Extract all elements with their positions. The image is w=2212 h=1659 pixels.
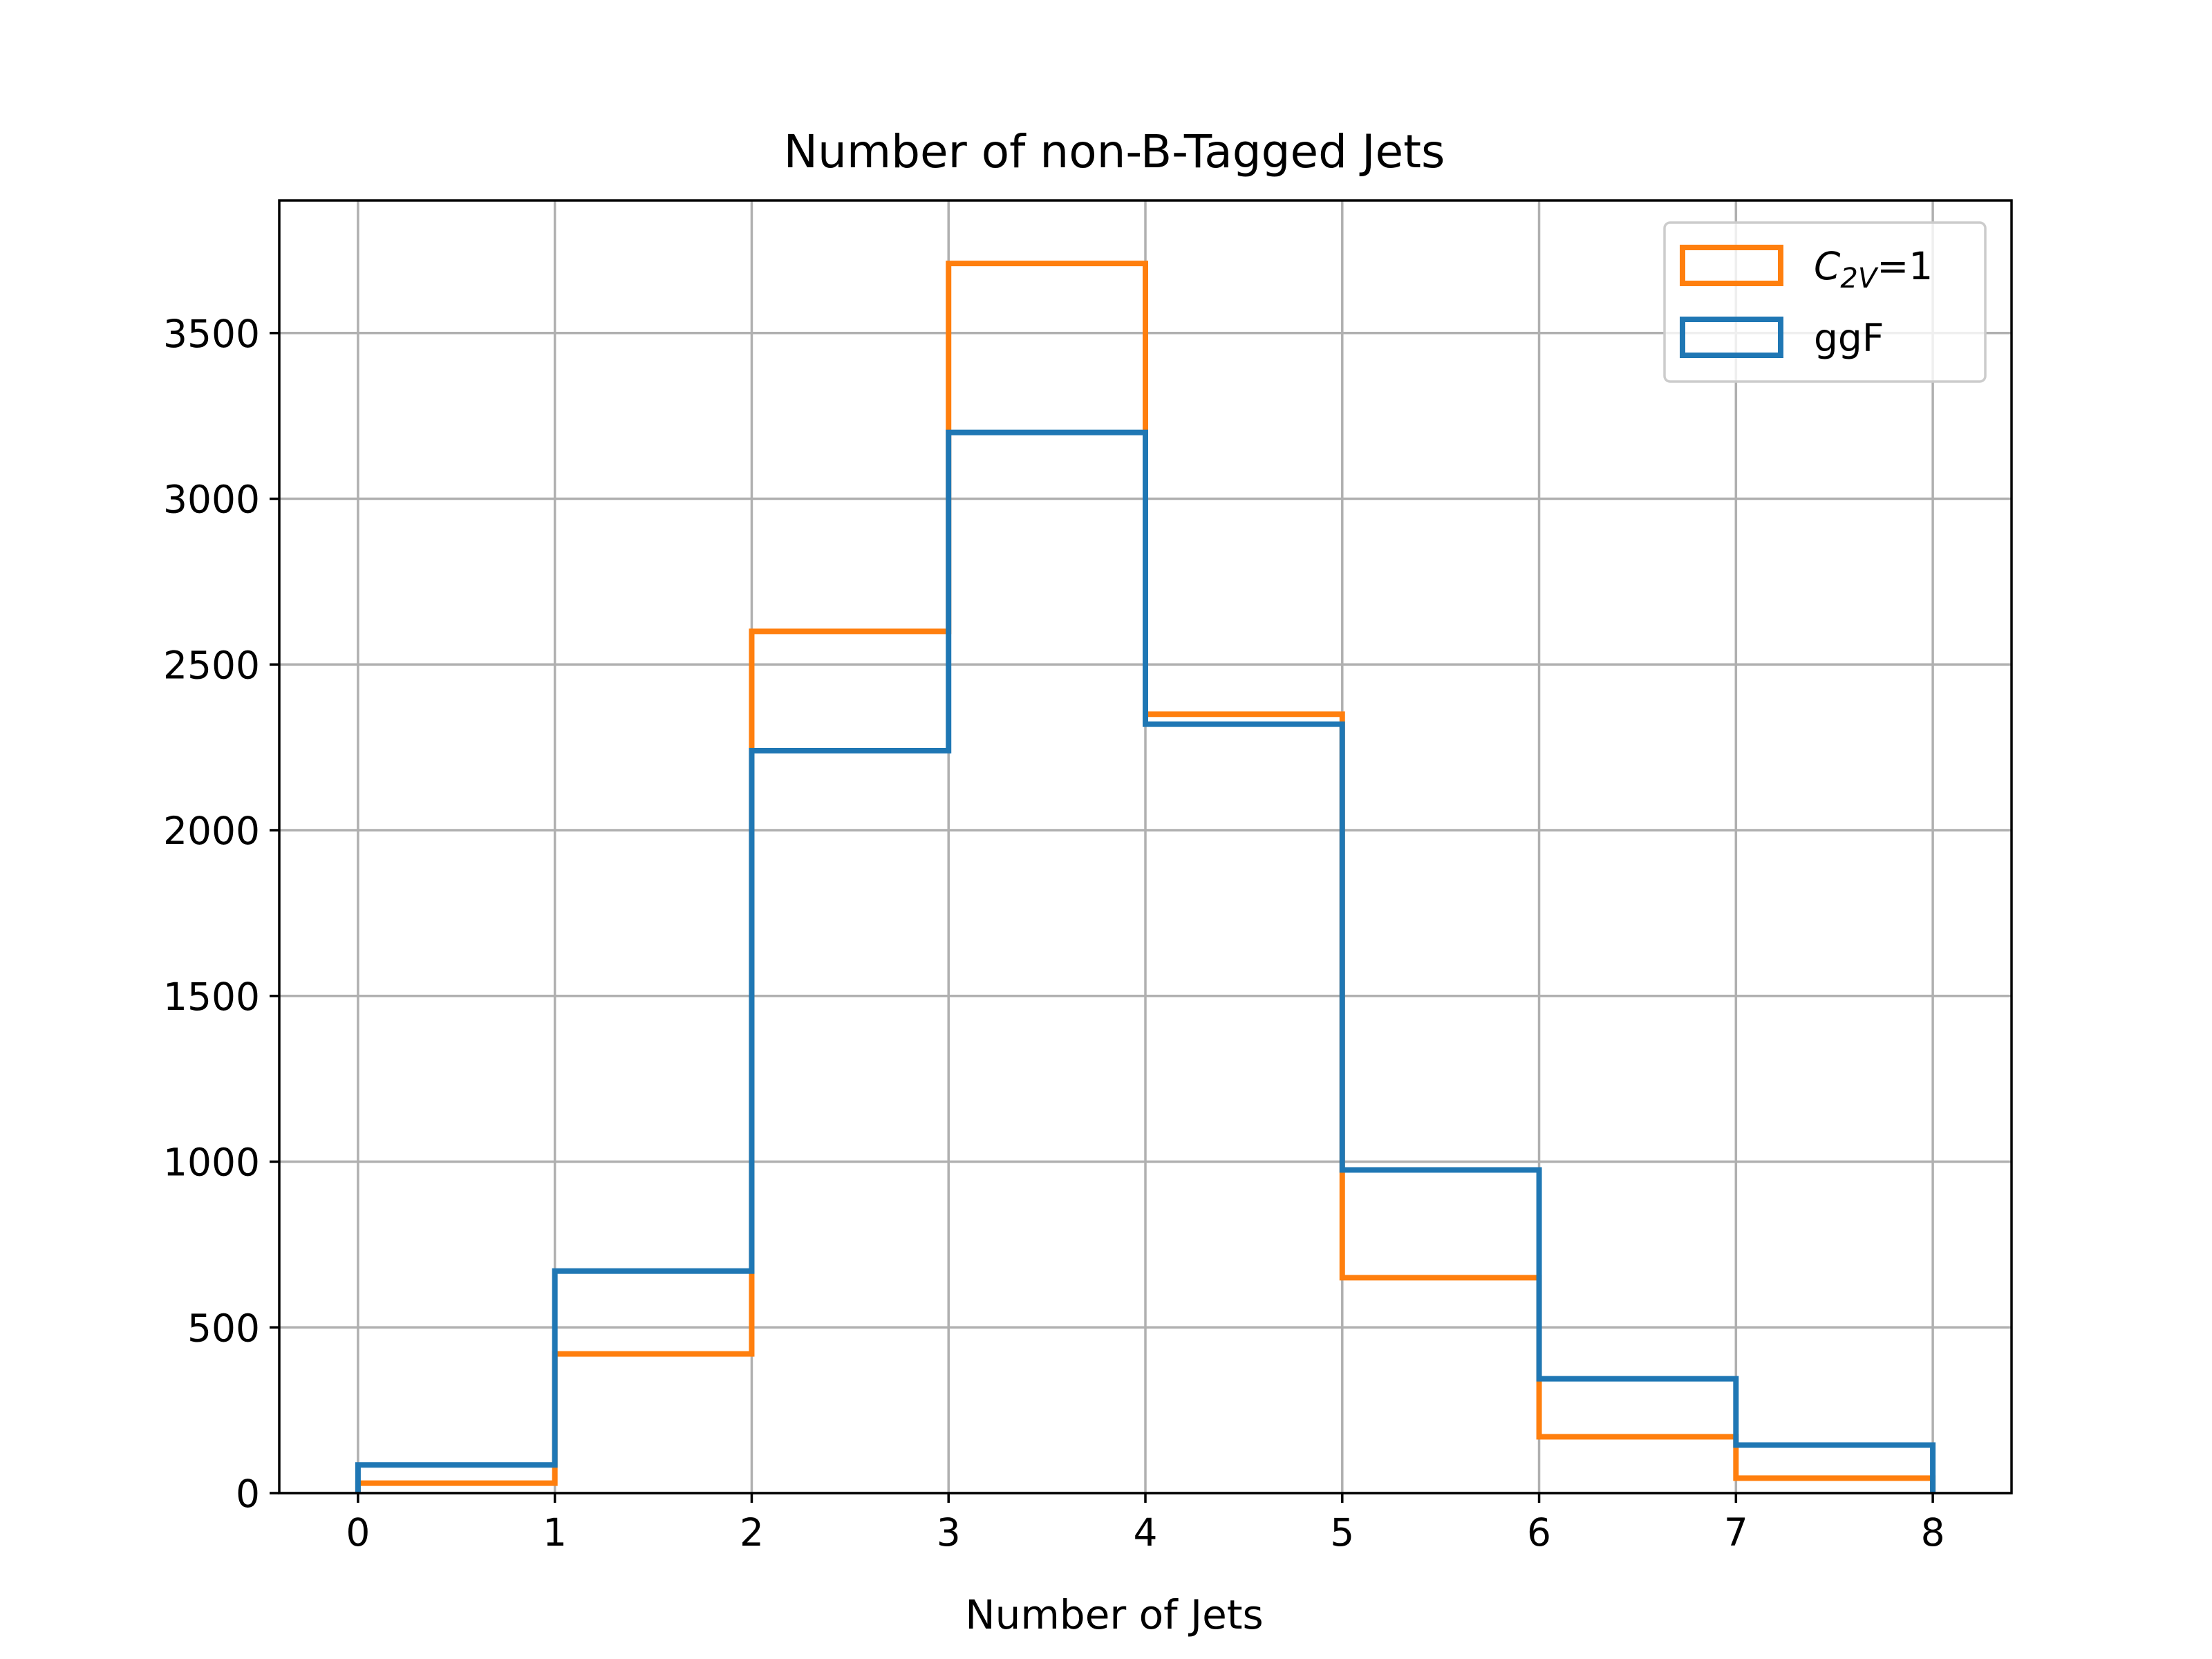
x-tick-label: 1 <box>543 1510 567 1555</box>
chart-title: Number of non-B-Tagged Jets <box>784 125 1445 178</box>
histogram-step-line <box>355 429 1936 1493</box>
series-1 <box>355 429 1936 1493</box>
legend-box <box>1663 221 1987 383</box>
x-axis-label: Number of Jets <box>965 1591 1264 1638</box>
x-tick-label: 8 <box>1921 1510 1945 1555</box>
y-tick-label: 500 <box>187 1306 260 1350</box>
legend-swatch <box>1680 317 1783 358</box>
x-tick-label: 4 <box>1134 1510 1158 1555</box>
x-tick-label: 5 <box>1330 1510 1354 1555</box>
x-tick-label: 7 <box>1724 1510 1748 1555</box>
x-tick-label: 3 <box>937 1510 961 1555</box>
legend: C2V=1 ggF <box>1663 221 1987 383</box>
legend-label: C2V=1 <box>1814 244 1933 294</box>
x-tick-label: 2 <box>740 1510 764 1555</box>
legend-label: ggF <box>1814 316 1884 360</box>
x-tick-label: 6 <box>1527 1510 1551 1555</box>
y-tick-label: 0 <box>236 1472 260 1516</box>
y-axis-ticks: 0 500 1000 1500 2000 2500 3000 3500 <box>163 312 279 1516</box>
y-tick-label: 3000 <box>163 478 260 522</box>
histogram-series <box>355 261 1936 1493</box>
x-axis-ticks: 0 1 2 3 4 5 6 7 8 <box>346 1493 1945 1555</box>
legend-swatch <box>1680 245 1783 286</box>
y-tick-label: 2500 <box>163 643 260 687</box>
x-tick-label: 0 <box>346 1510 370 1555</box>
y-tick-label: 3500 <box>163 312 260 356</box>
y-tick-label: 2000 <box>163 809 260 853</box>
y-tick-label: 1000 <box>163 1141 260 1185</box>
y-tick-label: 1500 <box>163 975 260 1019</box>
